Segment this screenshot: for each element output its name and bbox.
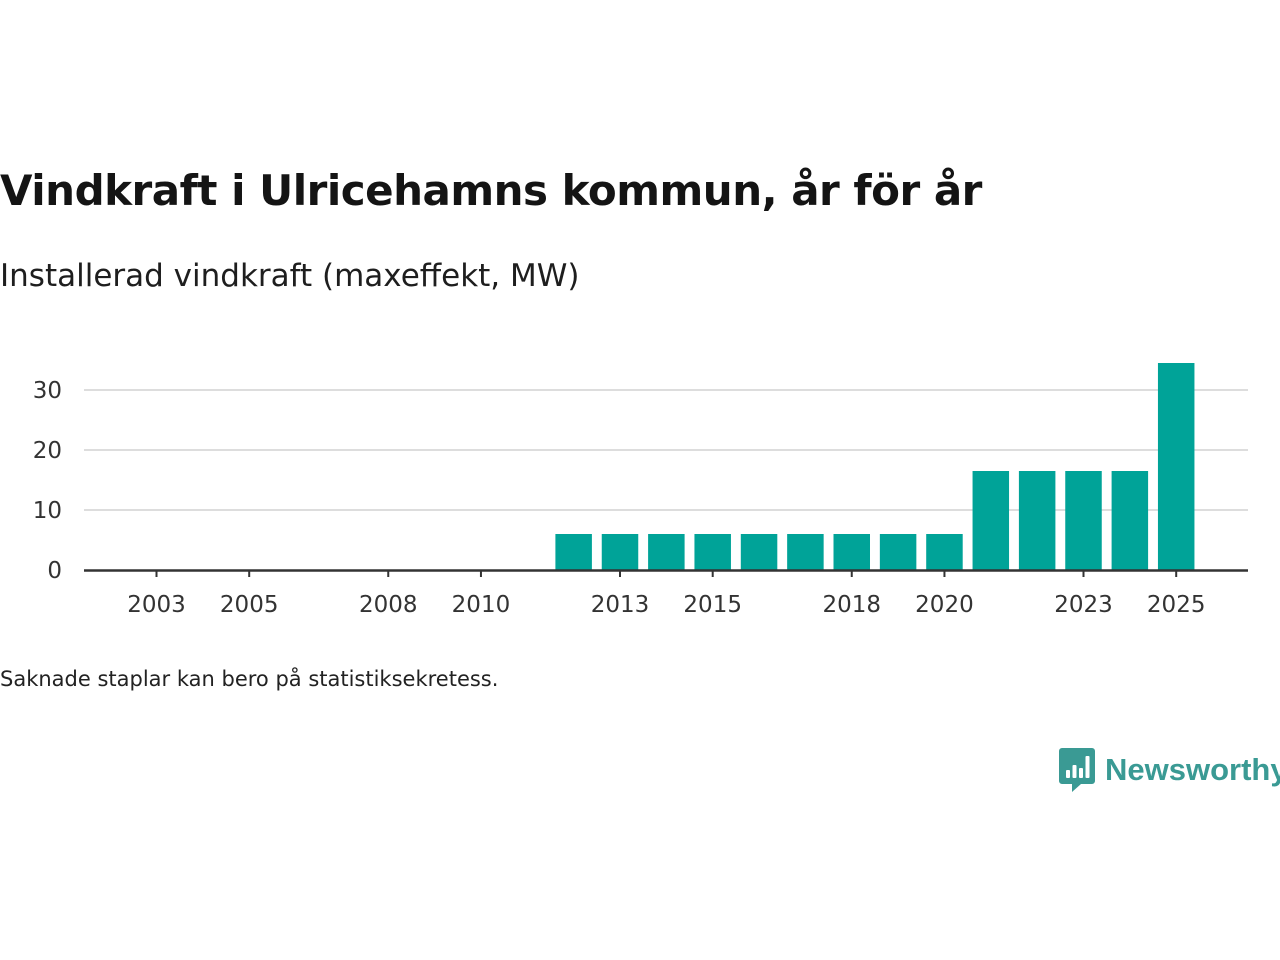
axes: 0 10 20 30 2003 2005 2008 2010 2013 2015 2018 2020 2…: [33, 378, 1248, 618]
bar-2023: [1065, 471, 1102, 570]
x-tick-label: 2008: [359, 592, 418, 618]
x-tick-label: 2023: [1054, 592, 1113, 618]
bar-2015: [694, 534, 731, 570]
bar-2014: [648, 534, 685, 570]
x-tick-label: 2025: [1147, 592, 1206, 618]
bar-2012: [555, 534, 592, 570]
x-tick-label: 2013: [591, 592, 650, 618]
footnote: Saknade staplar kan bero på statistiksek…: [0, 667, 499, 691]
bars: [555, 363, 1195, 570]
brand-logo: Newsworthy: [1059, 748, 1280, 792]
x-tick-label: 2010: [452, 592, 511, 618]
y-tick-label: 30: [33, 378, 62, 404]
bar-2020: [926, 534, 963, 570]
brand-name: Newsworthy: [1105, 752, 1280, 787]
bar-2024: [1111, 471, 1149, 570]
chart-title: Vindkraft i Ulricehamns kommun, år för å…: [0, 166, 982, 215]
bar-2022: [1018, 471, 1056, 570]
bar-chart-speech-bubble-icon: [1059, 748, 1095, 792]
bar-2018: [833, 534, 870, 570]
x-tick-label: 2018: [822, 592, 881, 618]
y-tick-label: 10: [33, 498, 62, 524]
x-tick-label: 2003: [127, 592, 186, 618]
bar-2021: [972, 471, 1010, 570]
bar-2016: [740, 534, 778, 570]
chart-subtitle: Installerad vindkraft (maxeffekt, MW): [0, 258, 580, 294]
bar-2019: [879, 534, 917, 570]
x-tick-label: 2015: [683, 592, 742, 618]
y-tick-label: 0: [47, 558, 62, 584]
bar-2013: [601, 534, 639, 570]
x-tick-label: 2020: [915, 592, 974, 618]
x-tick-label: 2005: [220, 592, 279, 618]
bar-2017: [787, 534, 824, 570]
y-tick-label: 20: [33, 438, 62, 464]
bar-chart: 0 10 20 30 2003 2005 2008 2010 2013 2015 2018 2020 2…: [33, 363, 1248, 618]
bar-2025: [1157, 363, 1195, 570]
